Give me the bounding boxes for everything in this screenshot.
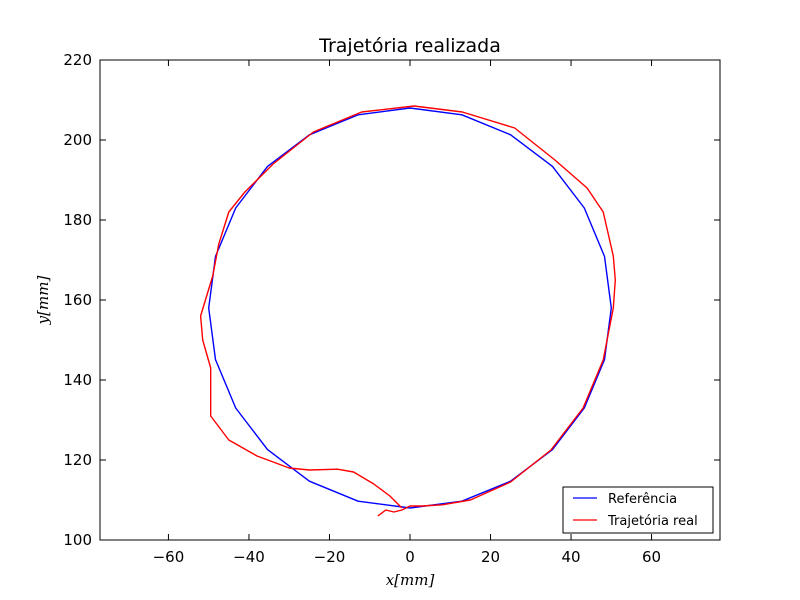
legend-label-referencia: Referência [608,492,677,507]
y-tick-label: 200 [63,131,92,149]
y-tick-label: 180 [63,211,92,229]
chart-title: Trajetória realizada [318,35,501,57]
x-tick-label: 60 [642,548,661,566]
y-axis-label: y[mm] [34,276,52,326]
x-axis-label: x[mm] [386,571,435,589]
y-tick-label: 100 [63,531,92,549]
x-tick-label: −40 [233,548,265,566]
y-tick-label: 160 [63,291,92,309]
series-line-trajetoria-real [199,105,616,517]
series-line-referencia [208,107,612,509]
y-tick-label: 120 [63,451,92,469]
x-tick-label: 40 [561,548,580,566]
x-tick-label: 0 [405,548,415,566]
legend-label-trajetoria-real: Trajetória real [607,514,698,529]
y-tick-label: 220 [63,51,92,69]
plot-frame [99,59,721,541]
x-tick-label: 20 [481,548,500,566]
x-tick-label: −60 [153,548,185,566]
x-tick-label: −20 [314,548,346,566]
y-tick-label: 140 [63,371,92,389]
legend: Referência Trajetória real [562,486,714,534]
legend-box [562,486,714,534]
